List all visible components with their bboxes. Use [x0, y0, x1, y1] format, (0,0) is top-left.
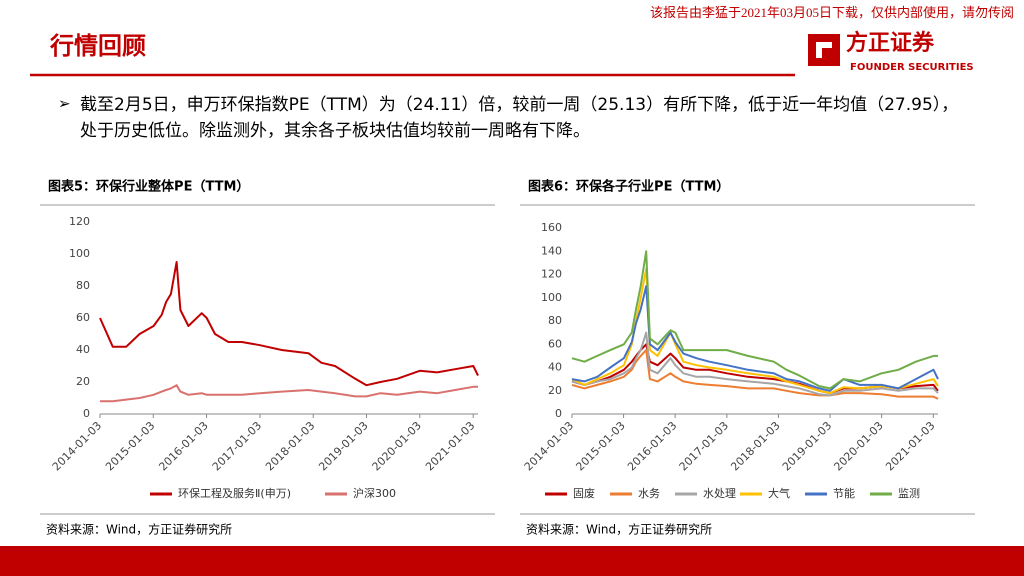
x-tick-label: 2018-01-03 [263, 419, 317, 473]
y-tick-label: 120 [69, 215, 90, 228]
x-tick-label: 2021-01-03 [883, 419, 937, 473]
series-line [99, 261, 479, 387]
legend-label: 固废 [573, 486, 595, 500]
y-tick-label: 80 [548, 314, 562, 327]
y-tick-label: 60 [548, 337, 562, 350]
series-line [571, 349, 939, 400]
y-tick-label: 0 [555, 407, 562, 420]
y-tick-label: 60 [76, 311, 90, 324]
x-tick-label: 2021-01-03 [423, 419, 477, 473]
series-line [571, 267, 939, 395]
x-tick-label: 2017-01-03 [210, 419, 264, 473]
bullet-text: 截至2月5日，申万环保指数PE（TTM）为（24.11）倍，较前一周（25.13… [80, 95, 959, 141]
x-tick-label: 2016-01-03 [156, 419, 210, 473]
logo-text: 方正证券 [846, 30, 935, 56]
page-title: 行情回顾 [49, 32, 146, 60]
y-tick-label: 160 [541, 221, 562, 234]
y-tick-label: 140 [541, 244, 562, 257]
logo: 方正证券 FOUNDER SECURITIES [808, 30, 974, 73]
chart-title: 图表5：环保行业整体PE（TTM） [48, 179, 249, 195]
series-line [571, 250, 938, 390]
legend-label: 监测 [898, 487, 920, 500]
series-line [100, 384, 478, 403]
x-tick-label: 2017-01-03 [677, 419, 731, 473]
legend-label: 水务 [638, 487, 660, 500]
y-tick-label: 40 [548, 361, 562, 374]
source: 资料来源：Wind，方正证券研究所 [526, 522, 712, 537]
x-tick-label: 2020-01-03 [370, 419, 424, 473]
y-tick-label: 0 [83, 407, 90, 420]
y-tick-label: 80 [76, 279, 90, 292]
legend-label: 水处理 [703, 487, 736, 500]
y-tick-label: 40 [76, 343, 90, 356]
y-tick-label: 20 [76, 375, 90, 388]
series-line [571, 285, 939, 392]
bullet-mark: ➢ [58, 95, 71, 113]
notice: 该报告由李猛于2021年03月05日下载，仅供内部使用，请勿传阅 [650, 5, 1014, 20]
x-tick-label: 2020-01-03 [831, 419, 885, 473]
x-tick-label: 2019-01-03 [316, 419, 370, 473]
legend-label: 节能 [833, 486, 855, 500]
chart-title: 图表6：环保各子行业PE（TTM） [528, 179, 729, 195]
x-tick-label: 2018-01-03 [728, 419, 782, 473]
x-tick-label: 2016-01-03 [625, 419, 679, 473]
series-line [571, 331, 939, 397]
y-tick-label: 100 [541, 291, 562, 304]
legend-label: 环保工程及服务Ⅱ(申万) [178, 486, 291, 500]
legend-label: 沪深300 [353, 486, 396, 500]
x-tick-label: 2015-01-03 [103, 419, 157, 473]
x-tick-label: 2014-01-03 [50, 419, 104, 473]
y-tick-label: 120 [541, 268, 562, 281]
x-tick-label: 2019-01-03 [780, 419, 834, 473]
logo-en: FOUNDER SECURITIES [850, 62, 974, 73]
x-tick-label: 2014-01-03 [522, 419, 576, 473]
source: 资料来源：Wind，方正证券研究所 [46, 522, 232, 537]
y-tick-label: 20 [548, 384, 562, 397]
legend-label: 大气 [768, 486, 790, 500]
y-tick-label: 100 [69, 247, 90, 260]
x-tick-label: 2015-01-03 [573, 419, 627, 473]
footer-bar [0, 546, 1024, 576]
